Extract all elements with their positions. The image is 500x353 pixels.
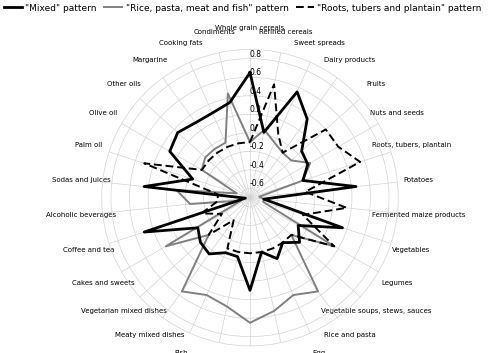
Legend: "Mixed" pattern, "Rice, pasta, meat and fish" pattern, "Roots, tubers and planta: "Mixed" pattern, "Rice, pasta, meat and … xyxy=(0,0,486,16)
